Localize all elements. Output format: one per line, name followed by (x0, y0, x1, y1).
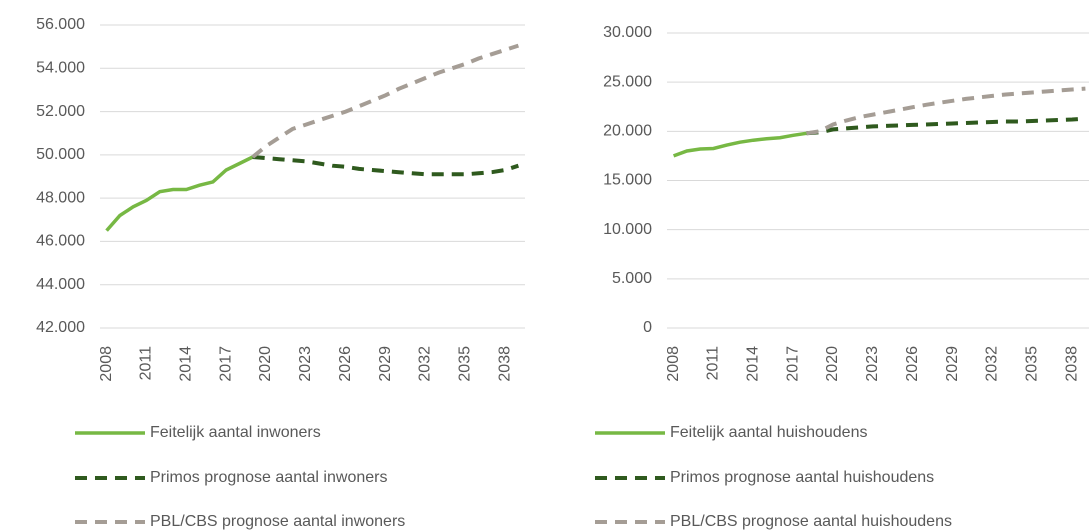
y-tick-label: 5.000 (612, 270, 652, 287)
y-tick-label: 0 (643, 319, 652, 336)
x-tick-label: 2035 (456, 346, 473, 382)
legend-label: PBL/CBS prognose aantal inwoners (150, 513, 405, 530)
y-tick-label: 15.000 (603, 172, 652, 189)
y-tick-label: 52.000 (36, 103, 85, 120)
legend-label: Feitelijk aantal inwoners (150, 424, 321, 441)
series-line (806, 86, 1086, 136)
x-tick-label: 2038 (1063, 346, 1080, 382)
x-tick-label: 2011 (138, 346, 155, 381)
x-tick-label: 2023 (864, 346, 881, 382)
x-tick-label: 2014 (745, 346, 762, 382)
y-tick-label: 20.000 (603, 123, 652, 140)
x-tick-label: 2023 (297, 346, 314, 382)
x-tick-label: 2035 (1023, 346, 1040, 382)
y-tick-label: 10.000 (603, 221, 652, 238)
x-tick-label: 2017 (784, 346, 801, 382)
x-tick-label: 2008 (665, 346, 682, 382)
y-tick-label: 46.000 (36, 233, 85, 250)
x-tick-label: 2017 (217, 346, 234, 382)
series-line (252, 155, 520, 177)
legend-label: Primos prognose aantal huishoudens (670, 469, 934, 486)
x-tick-label: 2020 (257, 346, 274, 382)
y-tick-label: 44.000 (36, 276, 85, 293)
x-tick-label: 2032 (984, 346, 1001, 382)
legend-label: PBL/CBS prognose aantal huishoudens (670, 513, 952, 530)
series-line (806, 116, 1086, 136)
x-tick-label: 2032 (417, 346, 434, 382)
legend-label: Feitelijk aantal huishoudens (670, 424, 867, 441)
x-tick-label: 2011 (705, 346, 722, 381)
y-tick-label: 42.000 (36, 319, 85, 336)
x-tick-label: 2020 (824, 346, 841, 382)
x-tick-label: 2038 (496, 346, 513, 382)
series-line (672, 131, 807, 158)
x-tick-label: 2014 (178, 346, 195, 382)
x-tick-label: 2029 (944, 346, 961, 382)
y-tick-label: 30.000 (603, 24, 652, 41)
x-tick-label: 2026 (904, 346, 921, 382)
x-tick-label: 2008 (98, 346, 115, 382)
series-line (105, 155, 254, 232)
y-tick-label: 54.000 (36, 60, 85, 77)
y-tick-label: 48.000 (36, 189, 85, 206)
y-tick-label: 56.000 (36, 16, 85, 33)
y-tick-label: 25.000 (603, 73, 652, 90)
series-line (251, 43, 520, 159)
y-tick-label: 50.000 (36, 146, 85, 163)
x-tick-label: 2029 (377, 346, 394, 382)
legend-label: Primos prognose aantal inwoners (150, 469, 387, 486)
x-tick-label: 2026 (337, 346, 354, 382)
